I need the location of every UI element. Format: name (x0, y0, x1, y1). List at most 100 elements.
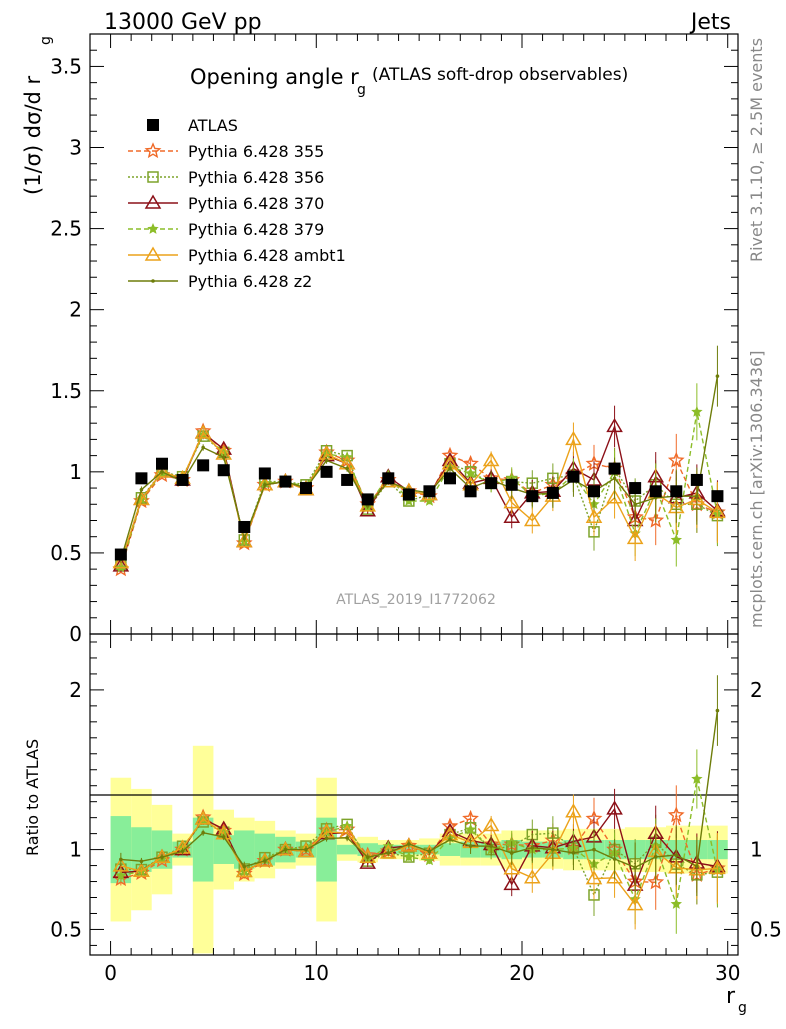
series-point-main (235, 533, 253, 548)
series-point-ratio (119, 857, 123, 862)
series-point-ratio (283, 847, 288, 852)
series-point-main (709, 503, 726, 519)
legend-label: Pythia 6.428 379 (188, 220, 324, 239)
data-point (361, 493, 374, 506)
data-point (444, 472, 456, 485)
main-title-sub: g (357, 82, 366, 98)
data-point (238, 520, 251, 533)
energy-label: 13000 GeV pp (104, 10, 262, 35)
series-point-ratio (674, 853, 679, 857)
legend-marker (144, 246, 162, 261)
y-tick-label-ratio-right: 1 (750, 838, 763, 862)
series-point-main (112, 557, 130, 572)
series-point-ratio (421, 844, 438, 859)
data-point (300, 482, 312, 495)
series-point-ratio (464, 823, 477, 835)
series-point-main (667, 451, 685, 468)
series-point-ratio (194, 810, 212, 825)
legend-marker (144, 194, 162, 209)
x-tick-label: 10 (304, 961, 329, 985)
y-tick-label-main: 3.5 (50, 54, 82, 78)
series-point-main (423, 495, 436, 506)
series-point-ratio (201, 830, 205, 835)
legend-label: Pythia 6.428 355 (188, 142, 324, 161)
x-tick-label: 20 (509, 961, 534, 985)
data-point (629, 482, 642, 495)
series-point-ratio (647, 873, 665, 890)
y-tick-label-main: 2.5 (50, 217, 82, 241)
x-axis-label-sub: g (738, 1000, 747, 1016)
main-title: Opening angle r (190, 65, 359, 89)
data-point (217, 464, 230, 477)
main-y-axis-label-text: (1/σ) dσ/d r (21, 75, 45, 195)
series-point-main (201, 445, 205, 450)
series-point-ratio (509, 851, 514, 855)
y-tick-label-ratio-left: 2 (69, 678, 82, 702)
series-point-ratio (407, 842, 411, 846)
legend-marker (151, 279, 155, 283)
data-point (649, 485, 662, 498)
series-point-ratio (489, 844, 493, 848)
series-point-ratio (633, 865, 637, 870)
legend-marker (147, 119, 159, 131)
series-point-main (695, 494, 699, 498)
series-point-ratio (423, 854, 436, 866)
series-point-ratio (256, 852, 274, 867)
x-axis-label: r (726, 984, 736, 1009)
y-tick-label-main: 1.5 (50, 379, 82, 403)
y-tick-label-main: 0 (69, 622, 82, 646)
x-tick-label: 30 (715, 961, 740, 985)
series-point-ratio (133, 862, 150, 877)
series-point-ratio (386, 851, 391, 855)
series-point-ratio (365, 855, 370, 860)
series-point-ratio (709, 859, 726, 875)
series-point-ratio (695, 864, 699, 869)
data-point (341, 473, 354, 486)
data-point (670, 485, 683, 498)
y-tick-label-main: 3 (69, 136, 82, 160)
series-point-main (585, 508, 603, 523)
ratio-band-inner (336, 844, 358, 855)
data-point (156, 457, 168, 470)
series-point-ratio (345, 836, 349, 840)
ratio-panel-frame (89, 633, 739, 956)
series-point-main (263, 483, 267, 487)
legend-label: Pythia 6.428 356 (188, 168, 324, 187)
data-point (320, 465, 333, 478)
data-point (402, 488, 415, 501)
series-point-main (482, 451, 500, 467)
ratio-band-inner (439, 843, 461, 856)
series-point-main (691, 405, 703, 417)
series-point-ratio (503, 860, 521, 875)
y-tick-label-main: 1 (69, 460, 82, 484)
data-point (588, 485, 600, 498)
series-point-ratio (626, 896, 644, 911)
series-line-main (120, 435, 718, 565)
rivet-version-label: Rivet 3.1.10, ≥ 2.5M events (747, 37, 766, 262)
series-point-main (626, 529, 644, 545)
data-point (526, 490, 539, 503)
data-point (711, 490, 724, 503)
series-point-main (565, 430, 582, 446)
series-point-main (606, 489, 623, 504)
series-point-ratio (297, 842, 315, 858)
series-point-main (242, 536, 247, 541)
series-line-main (120, 376, 719, 560)
legend-label: Pythia 6.428 z2 (188, 272, 312, 291)
ratio-y-axis-label: Ratio to ATLAS (23, 739, 42, 856)
series-point-ratio (530, 845, 535, 850)
series-point-main (345, 466, 349, 471)
legend-marker (144, 142, 162, 159)
y-tick-label-ratio-left: 1 (69, 838, 82, 862)
data-point (258, 467, 271, 480)
series-point-main (221, 455, 226, 460)
main-y-axis-label-sub: g (38, 36, 54, 45)
y-tick-label-main: 2 (69, 298, 82, 322)
series-point-main (647, 511, 665, 528)
series-point-ratio (403, 851, 415, 862)
y-tick-label-main: 0.5 (50, 541, 82, 565)
analysis-id: ATLAS_2019_I1772062 (336, 592, 496, 608)
series-point-ratio (448, 837, 452, 842)
series-point-main (503, 508, 521, 523)
